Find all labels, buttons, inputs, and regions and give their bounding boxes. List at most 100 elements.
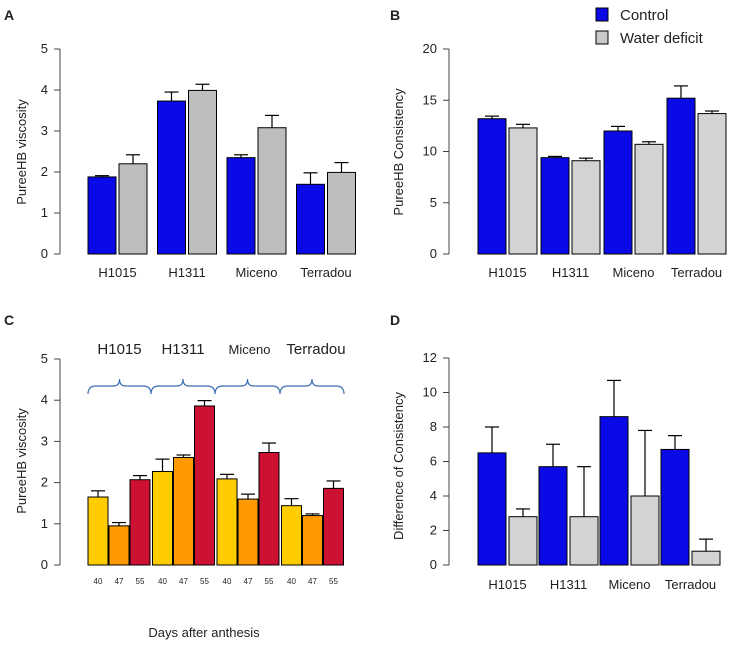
- panel-a-ytick-label: 3: [41, 123, 48, 138]
- panel-a-category-label: Terradou: [300, 265, 351, 280]
- panel-d-ytick-label: 6: [430, 454, 437, 469]
- panel-c-ytick-label: 4: [41, 392, 48, 407]
- panel-c-bar: [302, 515, 323, 566]
- panel-c-day-label: 47: [115, 577, 124, 586]
- panel-c-day-label: 40: [94, 577, 103, 586]
- panel-c-brace: [214, 378, 281, 395]
- panel-c-brace: [279, 378, 345, 395]
- panel-b-ylabel: PureeHB Consistency: [391, 88, 406, 216]
- panel-c-bar: [281, 505, 302, 566]
- panel-c-brace: [87, 378, 152, 395]
- panel-b-bar: [634, 143, 664, 255]
- legend-swatch-control: [595, 7, 609, 22]
- panel-b-ytick-label: 5: [430, 195, 437, 210]
- panel-b-ytick-label: 0: [430, 246, 437, 261]
- panel-c-day-label: 47: [308, 577, 317, 586]
- panel-a-letter: A: [4, 7, 14, 23]
- panel-c-group-label: Terradou: [286, 341, 345, 358]
- panel-b-bar: [508, 127, 538, 255]
- panel-b-bar: [540, 157, 570, 255]
- panel-a-bar: [118, 163, 148, 255]
- panel-a-ytick-label: 5: [41, 41, 48, 56]
- panel-b: B PureeHB Consistency 0 5 10 15 20 H1015 H131…: [390, 7, 727, 280]
- panel-b-letter: B: [390, 7, 400, 23]
- panel-d-ytick-label: 12: [423, 350, 437, 365]
- panel-a-category-label: H1311: [168, 265, 205, 280]
- panel-d-bar: [477, 452, 507, 566]
- panel-b-ytick-label: 10: [423, 144, 437, 159]
- panel-a-bar: [226, 157, 256, 255]
- panel-d-bar: [599, 416, 629, 566]
- panel-d-bar: [630, 495, 660, 566]
- panel-b-bar: [697, 113, 727, 255]
- panel-d-category-label: H1015: [488, 577, 526, 592]
- panel-d-ytick-label: 0: [430, 557, 437, 572]
- panel-c-bar: [129, 479, 151, 566]
- panel-b-category-label: H1015: [488, 265, 526, 280]
- panel-d-ytick-label: 8: [430, 419, 437, 434]
- panel-b-bar: [571, 160, 601, 255]
- panel-c-group-label: H1015: [97, 341, 141, 358]
- panel-d: D Difference of Consistency 0 2 4 6 8 10 12 H1…: [390, 312, 721, 592]
- panel-c-ytick-label: 0: [41, 557, 48, 572]
- panel-c-day-label: 40: [158, 577, 167, 586]
- panel-b-category-label: Terradou: [671, 265, 722, 280]
- panel-b-category-label: H1311: [552, 265, 589, 280]
- panel-c-ytick-label: 5: [41, 351, 48, 366]
- panel-c-bar: [258, 452, 280, 566]
- panel-c-bar: [152, 470, 173, 566]
- panel-c-ytick-label: 1: [41, 516, 48, 531]
- legend: Control Water deficit: [595, 7, 704, 47]
- panel-a-ytick-label: 1: [41, 205, 48, 220]
- panel-d-ytick-label: 2: [430, 523, 437, 538]
- panel-a: A PureeHB viscosity 0 1 2 3 4 5 H1015 H1311 Mic…: [4, 7, 356, 280]
- panel-b-category-label: Miceno: [613, 265, 655, 280]
- panel-a-bar: [296, 183, 325, 255]
- panel-c-day-label: 55: [200, 577, 209, 586]
- panel-c-day-label: 47: [244, 577, 253, 586]
- panel-c-group-label: Miceno: [229, 342, 271, 357]
- panel-a-category-label: Miceno: [236, 265, 278, 280]
- panel-c-bar: [173, 456, 194, 566]
- panel-b-bar: [603, 130, 633, 255]
- panel-c-group-label: H1311: [161, 341, 204, 358]
- panel-c-bar: [194, 405, 215, 566]
- panel-b-bar: [666, 97, 696, 255]
- panel-c-day-label: 55: [265, 577, 274, 586]
- panel-d-bar: [508, 516, 538, 566]
- panel-a-bar: [87, 176, 117, 255]
- panel-d-category-label: Terradou: [665, 577, 716, 592]
- panel-a-bar: [157, 100, 186, 255]
- panel-d-bar: [569, 516, 599, 566]
- panel-a-ytick-label: 4: [41, 82, 48, 97]
- panel-d-bar: [538, 466, 568, 566]
- legend-label-water-deficit: Water deficit: [620, 30, 704, 47]
- panel-d-bar: [660, 448, 690, 566]
- panel-c-bar: [108, 525, 130, 566]
- panel-c-xlabel: Days after anthesis: [148, 625, 260, 640]
- panel-c-brace: [150, 378, 216, 395]
- legend-label-control: Control: [620, 7, 668, 24]
- panel-a-ytick-label: 0: [41, 246, 48, 261]
- panel-d-ytick-label: 4: [430, 488, 437, 503]
- panel-c-day-label: 55: [136, 577, 145, 586]
- panel-c-bar: [87, 496, 109, 566]
- panel-a-ylabel: PureeHB viscosity: [14, 99, 29, 205]
- panel-c-ylabel: PureeHB viscosity: [14, 408, 29, 514]
- panel-d-letter: D: [390, 312, 400, 328]
- panel-c-day-label: 55: [329, 577, 338, 586]
- panel-d-ylabel: Difference of Consistency: [391, 392, 406, 540]
- panel-c-day-label: 47: [179, 577, 188, 586]
- panel-c-bar: [323, 487, 344, 566]
- panel-c-ytick-label: 3: [41, 433, 48, 448]
- legend-swatch-water-deficit: [595, 30, 609, 45]
- panel-b-bar: [477, 118, 507, 255]
- panel-d-category-label: Miceno: [609, 577, 651, 592]
- panel-b-ytick-label: 15: [423, 92, 437, 107]
- panel-d-bar: [691, 550, 721, 566]
- panel-c-day-label: 40: [223, 577, 232, 586]
- panel-c-letter: C: [4, 312, 14, 328]
- panel-b-ytick-label: 20: [423, 41, 437, 56]
- panel-d-category-label: H1311: [550, 577, 587, 592]
